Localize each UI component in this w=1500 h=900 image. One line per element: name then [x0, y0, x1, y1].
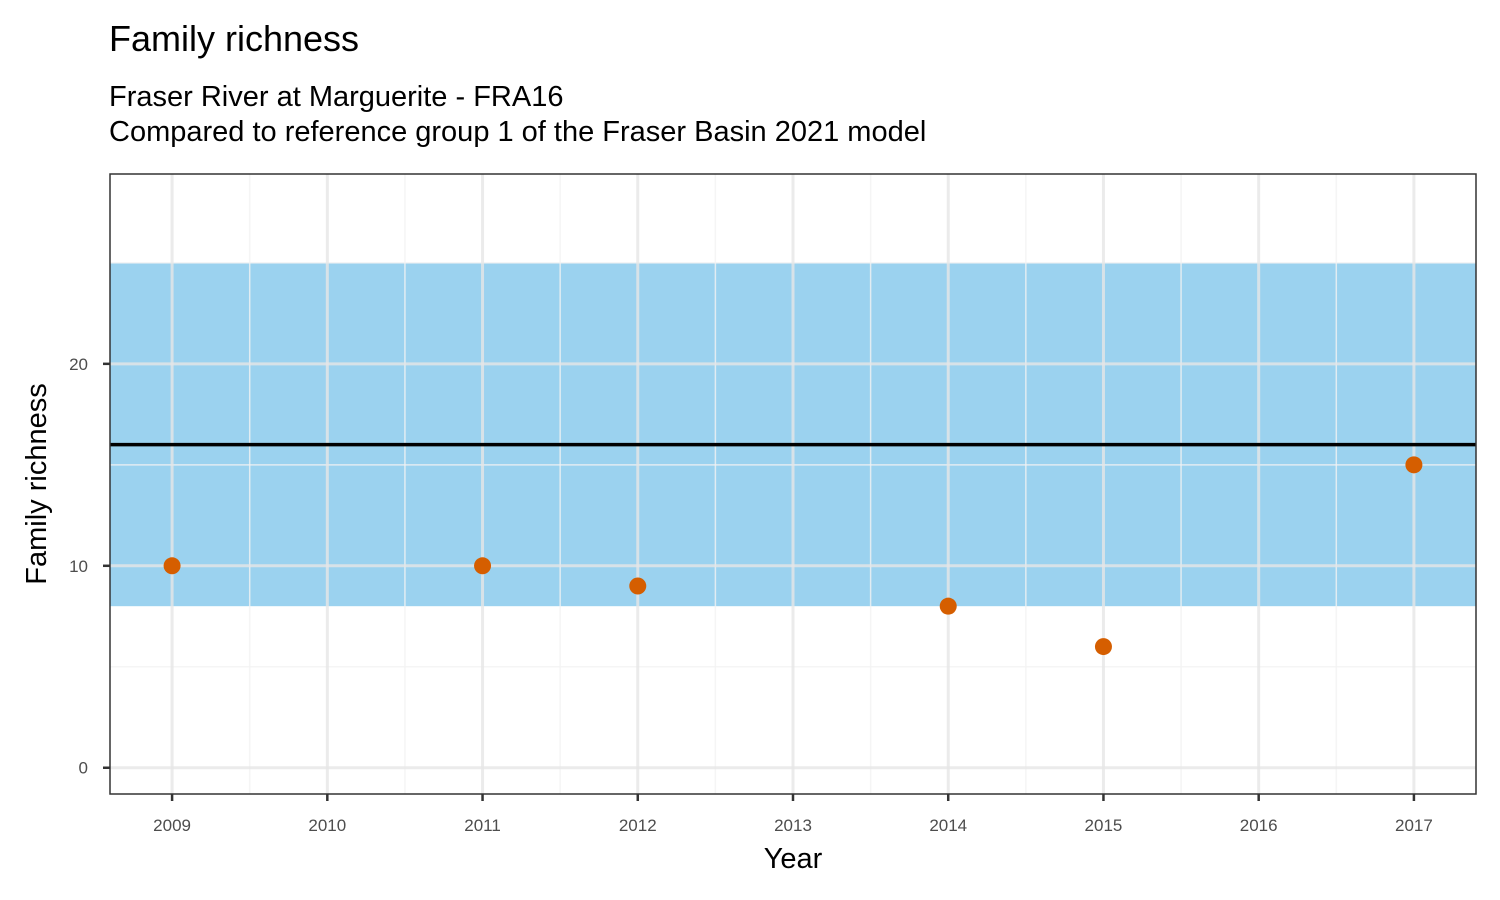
x-tick-label: 2017: [1395, 816, 1433, 835]
x-tick-label: 2012: [619, 816, 657, 835]
x-tick-label: 2013: [774, 816, 812, 835]
data-point: [1094, 638, 1112, 656]
data-point: [163, 557, 181, 575]
x-tick-label: 2016: [1240, 816, 1278, 835]
x-tick-label: 2014: [929, 816, 967, 835]
y-tick-label: 0: [79, 759, 88, 778]
data-point: [939, 597, 957, 615]
x-tick-label: 2015: [1085, 816, 1123, 835]
chart-subtitle-line-2: Compared to reference group 1 of the Fra…: [109, 116, 927, 148]
chart-title: Family richness: [109, 18, 360, 59]
y-tick-label: 20: [69, 355, 88, 374]
y-axis-title: Family richness: [21, 383, 53, 584]
x-tick-label: 2010: [308, 816, 346, 835]
x-tick-label: 2011: [464, 816, 501, 835]
data-point: [474, 557, 492, 575]
data-point: [1405, 456, 1423, 474]
chart-subtitle-line-1: Fraser River at Marguerite - FRA16: [109, 81, 564, 113]
x-axis-title: Year: [764, 843, 823, 875]
data-point: [629, 577, 647, 595]
y-tick-label: 10: [69, 557, 88, 576]
x-tick-label: 2009: [153, 816, 191, 835]
